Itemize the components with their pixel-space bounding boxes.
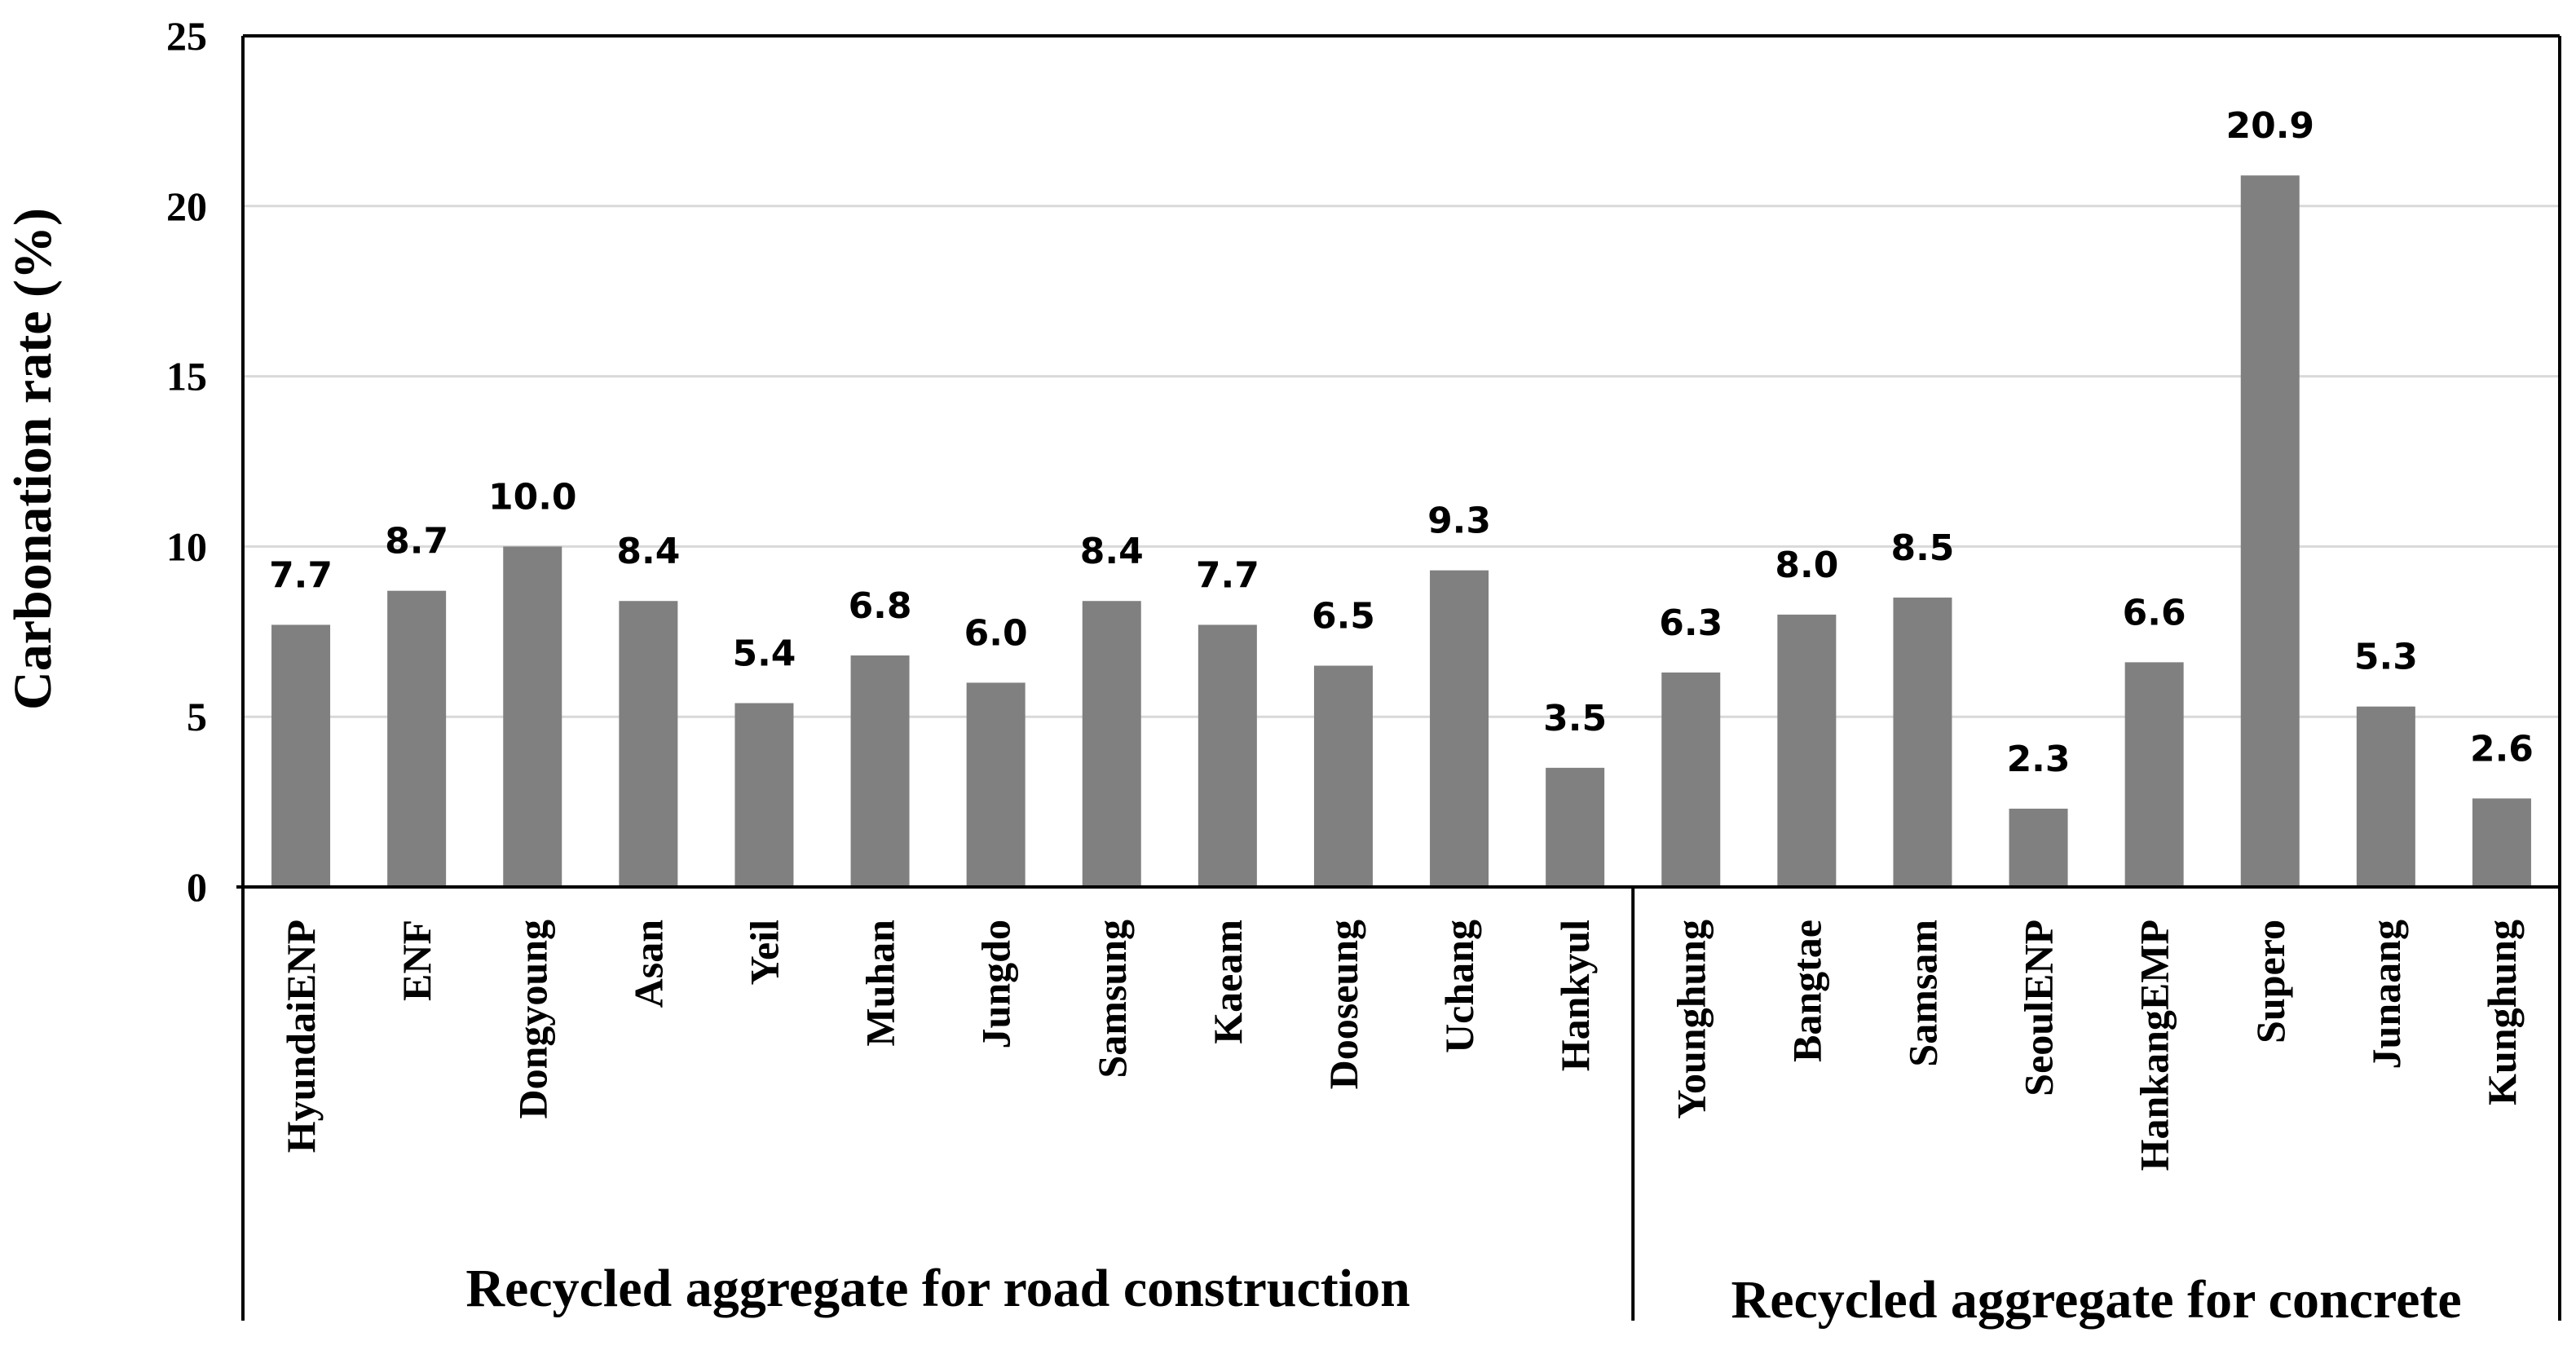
data-label: 10.0 xyxy=(488,476,577,518)
data-label: 9.3 xyxy=(1427,501,1491,542)
category-label: Muhan xyxy=(858,920,903,1047)
category-label: Junaang xyxy=(2363,920,2409,1069)
bar-hyundaienp xyxy=(271,624,331,887)
data-label: 6.6 xyxy=(2123,592,2186,633)
category-label: Samsam xyxy=(1899,920,1945,1067)
category-label: Uchang xyxy=(1436,920,1482,1053)
bar-yeil xyxy=(734,703,794,887)
data-label: 8.5 xyxy=(1890,527,1954,569)
data-labels: 7.7 8.7 10.0 8.4 5.4 6.8 6.0 8.4 7.7 6.5 9.3 3.5 6.3… xyxy=(269,105,2534,780)
data-label: 6.8 xyxy=(849,585,912,627)
bar-kaeam xyxy=(1198,624,1257,887)
category-label: Supero xyxy=(2247,920,2293,1043)
y-tick-label: 20 xyxy=(166,183,207,229)
y-axis-label: Carbonation rate (%) xyxy=(3,208,63,710)
y-tick-labels: 0 5 10 15 20 25 xyxy=(166,13,207,910)
axes xyxy=(236,34,2561,1321)
group-label: Recycled aggregate for road construction xyxy=(465,1259,1409,1318)
bar-samsung xyxy=(1082,601,1141,887)
bar-uchang xyxy=(1430,570,1489,887)
y-tick-label: 5 xyxy=(187,694,207,739)
category-label: Hankyul xyxy=(1552,920,1598,1071)
bar-bangtae xyxy=(1777,614,1837,887)
bar-junaang xyxy=(2356,706,2415,887)
bar-samsam xyxy=(1893,598,1952,887)
category-label: Yeil xyxy=(741,920,787,986)
data-label: 8.0 xyxy=(1775,545,1838,586)
category-label: Jungdo xyxy=(973,920,1019,1048)
bar-younghung xyxy=(1661,672,1721,887)
bar-seoulenp xyxy=(2009,808,2068,887)
data-label: 8.4 xyxy=(616,531,680,572)
y-tick-label: 15 xyxy=(166,354,207,399)
bar-muhan xyxy=(850,655,910,887)
category-label: SeoulENP xyxy=(2016,920,2062,1096)
data-label: 5.3 xyxy=(2354,637,2418,678)
data-label: 2.6 xyxy=(2470,728,2534,770)
data-label: 20.9 xyxy=(2225,105,2314,147)
category-label: HankangEMP xyxy=(2132,920,2177,1171)
category-label: HyundaiENP xyxy=(278,920,324,1153)
bar-dongyoung xyxy=(503,546,562,887)
data-label: 3.5 xyxy=(1543,698,1607,739)
category-label: Kunghung xyxy=(2479,920,2525,1105)
data-label: 7.7 xyxy=(1196,554,1259,596)
bar-enf xyxy=(387,590,447,887)
y-tick-label: 10 xyxy=(166,523,207,569)
bars xyxy=(271,175,2531,887)
data-label: 8.7 xyxy=(385,521,448,562)
data-label: 7.7 xyxy=(269,554,333,596)
data-label: 6.3 xyxy=(1659,602,1722,644)
gridlines xyxy=(243,34,2560,718)
bar-dooseung xyxy=(1313,665,1373,887)
category-label: Younghung xyxy=(1668,920,1714,1119)
data-label: 8.4 xyxy=(1080,531,1144,572)
bar-kunghung xyxy=(2472,798,2531,887)
data-label: 2.3 xyxy=(2007,739,2071,780)
bar-jungdo xyxy=(966,682,1026,887)
category-label: Samsung xyxy=(1089,920,1135,1079)
data-label: 6.5 xyxy=(1312,596,1375,638)
category-labels: HyundaiENP ENF Dongyoung Asan Yeil Muhan Jungd… xyxy=(278,920,2525,1171)
category-label: Asan xyxy=(625,920,671,1008)
bar-hankangemp xyxy=(2124,662,2184,887)
category-label: ENF xyxy=(394,920,439,1001)
bar-asan xyxy=(619,601,678,887)
y-tick-label: 0 xyxy=(187,864,207,910)
bar-supero xyxy=(2240,175,2300,887)
data-label: 6.0 xyxy=(964,612,1028,654)
category-label: Dooseung xyxy=(1321,920,1366,1089)
data-label: 5.4 xyxy=(732,633,796,674)
category-label: Bangtae xyxy=(1784,920,1829,1062)
y-tick-label: 25 xyxy=(166,13,207,59)
group-labels: Recycled aggregate for road construction… xyxy=(465,1259,2461,1330)
bar-hankyul xyxy=(1546,767,1605,887)
category-label: Kaeam xyxy=(1205,920,1251,1044)
group-label: Recycled aggregate for concrete xyxy=(1731,1270,2462,1330)
category-label: Dongyoung xyxy=(509,920,555,1119)
